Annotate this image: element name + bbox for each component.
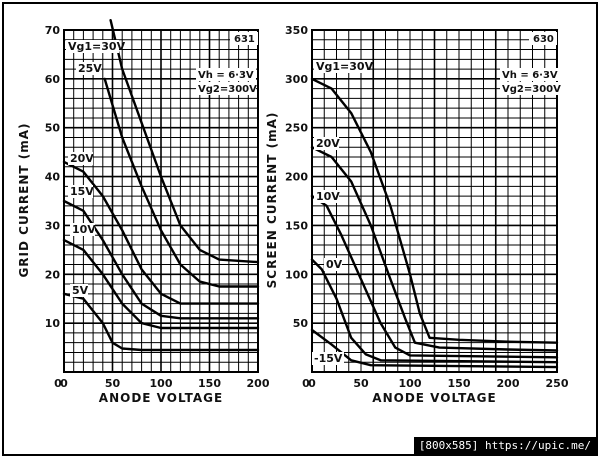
x-tick-label: 50 bbox=[105, 377, 121, 390]
series-label-bg bbox=[324, 258, 342, 271]
y-tick-label: 20 bbox=[45, 268, 61, 281]
series-label-bg bbox=[76, 62, 101, 75]
y-tick-label: 350 bbox=[285, 24, 308, 37]
x-tick-label: 0 bbox=[60, 377, 68, 390]
series-line bbox=[310, 146, 559, 352]
series-line bbox=[62, 199, 260, 320]
annotation-bg bbox=[500, 82, 560, 95]
series-label-bg bbox=[314, 60, 367, 73]
series-label: 15V bbox=[70, 185, 94, 198]
series-label-bg bbox=[70, 223, 95, 236]
series-label: Vg1=30V bbox=[316, 60, 374, 73]
series-label-bg bbox=[314, 190, 339, 203]
y-tick-label: 50 bbox=[293, 317, 309, 330]
x-tick-label: 200 bbox=[247, 377, 270, 390]
series-label: 25V bbox=[78, 62, 102, 75]
chart-grid-current: 0 50 100 150 200 0 10 20 30 40 50 60 70 ANODE VOLTAGE… bbox=[17, 19, 270, 405]
watermark: [800x585] https://upic.me/ bbox=[413, 437, 596, 454]
y-tick-label: 60 bbox=[45, 73, 61, 86]
series-line bbox=[62, 160, 260, 305]
x-axis-label: ANODE VOLTAGE bbox=[372, 391, 496, 405]
chart-id: 630 bbox=[533, 34, 554, 45]
y-tick-label: 300 bbox=[285, 73, 308, 86]
series-label-bg bbox=[66, 40, 119, 53]
series-label: 0V bbox=[326, 258, 343, 271]
annotation-text: Vg2=300V bbox=[502, 84, 561, 95]
x-tick-label: 150 bbox=[448, 377, 471, 390]
annotation-bg bbox=[196, 82, 256, 95]
y-axis-label: GRID CURRENT (mA) bbox=[17, 122, 31, 277]
y-tick-label: 70 bbox=[45, 24, 61, 37]
x-tick-label: 100 bbox=[150, 377, 173, 390]
y-tick-label: 200 bbox=[285, 171, 308, 184]
x-tick-label-origin: 0 bbox=[54, 377, 62, 390]
series-line bbox=[62, 238, 260, 330]
x-tick-label: 200 bbox=[497, 377, 520, 390]
y-tick-label: 250 bbox=[285, 122, 308, 135]
plot-border bbox=[311, 29, 558, 373]
y-tick-label: 10 bbox=[45, 317, 61, 330]
series-label-bg bbox=[68, 185, 93, 198]
y-tick-label: 50 bbox=[45, 122, 61, 135]
x-tick-label: 50 bbox=[353, 377, 369, 390]
chart-id: 631 bbox=[234, 34, 255, 45]
series-label-bg bbox=[70, 284, 88, 297]
series-label: 10V bbox=[316, 190, 340, 203]
y-tick-label: 150 bbox=[285, 219, 308, 232]
series-label: 20V bbox=[316, 137, 340, 150]
series-line bbox=[310, 258, 559, 364]
annotation-text: Vg2=300V bbox=[198, 84, 257, 95]
annotation-text: Vh = 6·3V bbox=[502, 70, 558, 81]
series-line bbox=[310, 194, 559, 359]
series-line bbox=[310, 328, 559, 369]
annotation-text: Vh = 6·3V bbox=[198, 70, 254, 81]
x-tick-label: 0 bbox=[308, 377, 316, 390]
chart-id-bg bbox=[230, 32, 258, 45]
x-tick-label: 250 bbox=[546, 377, 569, 390]
series-line bbox=[62, 292, 260, 352]
x-tick-label-origin: 0 bbox=[302, 377, 310, 390]
x-tick-label: 150 bbox=[198, 377, 221, 390]
series-line bbox=[310, 77, 559, 344]
series-label-bg bbox=[68, 152, 93, 165]
y-tick-label: 30 bbox=[45, 219, 61, 232]
chart-id-bg bbox=[529, 32, 557, 45]
series-line bbox=[109, 19, 260, 264]
series-label: Vg1=30V bbox=[68, 40, 126, 53]
series-label: -15V bbox=[314, 352, 343, 365]
annotation-bg bbox=[500, 68, 560, 81]
series-label: 5V bbox=[72, 284, 89, 297]
annotation-bg bbox=[196, 68, 256, 81]
chart-screen-current: 0 50 100 150 200 250 0 50 100 150 200 250 300 350 ANOD… bbox=[265, 24, 569, 405]
series-label: 20V bbox=[70, 152, 94, 165]
y-axis-label: SCREEN CURRENT (mA) bbox=[265, 112, 279, 289]
series-label-bg bbox=[314, 137, 339, 150]
y-tick-label: 100 bbox=[285, 268, 308, 281]
series-line bbox=[103, 77, 260, 288]
x-tick-label: 100 bbox=[399, 377, 422, 390]
series-label-bg bbox=[312, 352, 344, 365]
x-axis-label: ANODE VOLTAGE bbox=[99, 391, 223, 405]
series-label: 10V bbox=[72, 223, 96, 236]
y-tick-label: 40 bbox=[45, 171, 61, 184]
